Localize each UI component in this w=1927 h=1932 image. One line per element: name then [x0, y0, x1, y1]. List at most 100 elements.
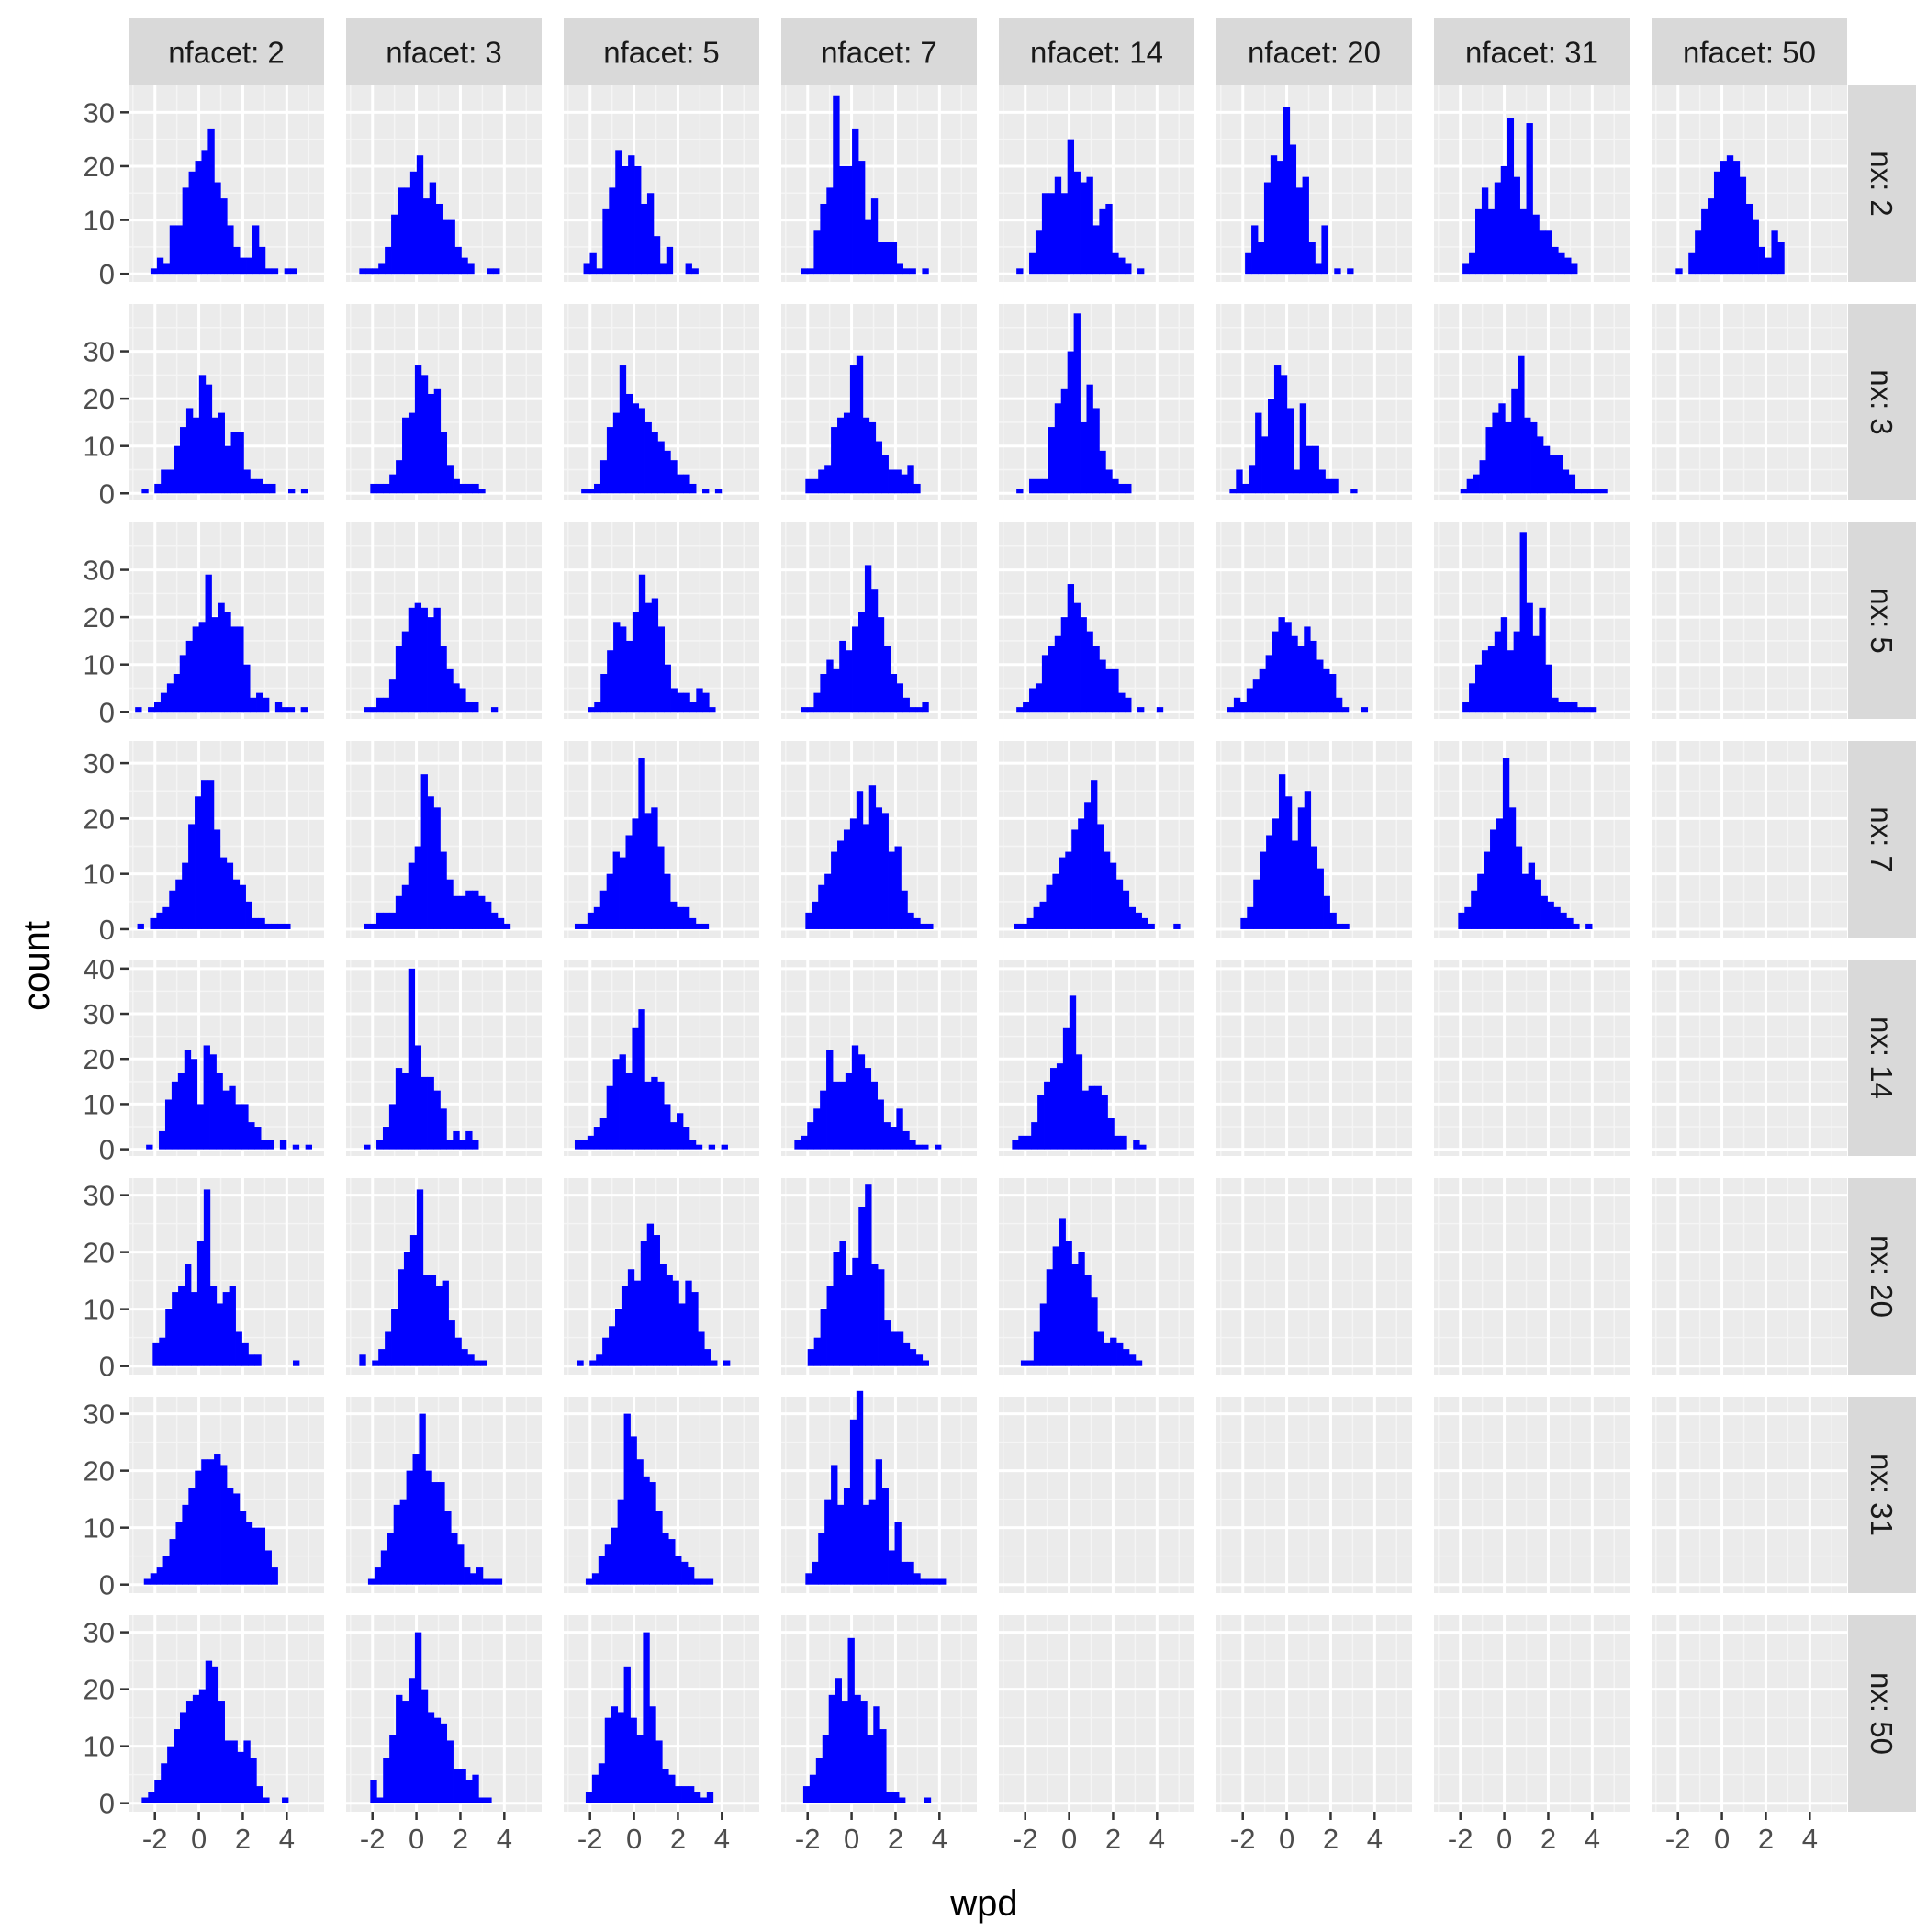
- histogram-bar: [670, 688, 678, 713]
- histogram-bar: [824, 1499, 832, 1585]
- histogram-bar: [1052, 873, 1059, 929]
- histogram-bar: [440, 646, 447, 713]
- histogram-bar: [1122, 890, 1130, 929]
- histogram-bar: [687, 1567, 695, 1585]
- histogram-bar: [888, 851, 895, 929]
- histogram-bar: [638, 758, 645, 929]
- histogram-bar: [1086, 384, 1093, 494]
- histogram-bar: [412, 1454, 420, 1585]
- histogram-bar: [801, 1135, 808, 1150]
- histogram-bar: [846, 1275, 853, 1366]
- histogram-bar: [248, 1122, 255, 1150]
- histogram-bar: [1479, 460, 1486, 494]
- histogram-bar: [862, 824, 870, 929]
- histogram-bar: [1073, 313, 1081, 494]
- histogram-bar: [232, 1493, 241, 1585]
- column-strip: [564, 18, 759, 85]
- histogram-bar: [382, 697, 390, 713]
- histogram-bar: [922, 1360, 929, 1366]
- histogram-bar: [207, 780, 215, 929]
- histogram-bar: [1148, 923, 1155, 929]
- histogram-bar: [683, 474, 690, 494]
- histogram-bar: [378, 263, 386, 275]
- histogram-bar: [416, 155, 424, 275]
- histogram-bar: [1278, 617, 1285, 713]
- histogram-bar: [154, 483, 162, 494]
- histogram-bar: [677, 906, 684, 929]
- histogram-bar: [1133, 1140, 1140, 1150]
- histogram-bar: [574, 1140, 582, 1150]
- histogram-bar: [444, 1511, 452, 1585]
- histogram-bar: [1029, 252, 1036, 275]
- histogram-bar: [585, 1578, 593, 1585]
- histogram-bar: [607, 650, 614, 713]
- histogram-bar: [877, 242, 885, 275]
- histogram-bar: [271, 923, 278, 929]
- histogram-bar: [596, 268, 603, 275]
- histogram-bar: [805, 1573, 812, 1585]
- histogram-bar: [877, 1099, 884, 1150]
- histogram-bar: [1745, 203, 1753, 275]
- panel-background: [1216, 1397, 1412, 1593]
- x-tick-label: 2: [453, 1823, 468, 1855]
- histogram-bar: [1139, 1144, 1147, 1150]
- histogram-bar: [169, 225, 177, 275]
- histogram-bar: [201, 1459, 208, 1585]
- column-strip-label: nfacet: 20: [1248, 36, 1381, 70]
- histogram-bar: [599, 460, 608, 494]
- histogram-bar: [655, 1740, 663, 1803]
- histogram-bar: [625, 393, 633, 494]
- histogram-bar: [396, 460, 403, 494]
- histogram-bar: [622, 165, 629, 275]
- histogram-bar: [453, 895, 460, 929]
- histogram-bar: [585, 1792, 593, 1803]
- x-tick-label: 2: [1758, 1823, 1774, 1855]
- histogram-bar: [1284, 796, 1293, 929]
- histogram-bar: [465, 483, 473, 494]
- histogram-bar: [801, 707, 808, 713]
- histogram-bar: [890, 1127, 897, 1150]
- histogram-bar: [1585, 923, 1593, 929]
- histogram-bar: [602, 208, 610, 275]
- x-tick-label: 4: [1802, 1823, 1818, 1855]
- histogram-bar: [1496, 818, 1504, 929]
- histogram-bar: [453, 1769, 460, 1803]
- histogram-bar: [670, 460, 678, 494]
- histogram-bar: [1048, 427, 1056, 494]
- histogram-bar: [224, 1740, 231, 1803]
- histogram-bar: [465, 890, 473, 929]
- histogram-bar: [685, 263, 692, 275]
- histogram-bar: [395, 895, 403, 929]
- histogram-bar: [367, 1578, 375, 1585]
- histogram-bar: [922, 268, 929, 275]
- histogram-bar: [1245, 252, 1252, 275]
- histogram-bar: [833, 1252, 840, 1366]
- histogram-bar: [1688, 252, 1696, 275]
- histogram-bar: [611, 1706, 619, 1803]
- histogram-bar: [248, 1354, 255, 1366]
- histogram-bar: [875, 1459, 883, 1585]
- histogram-bar: [1086, 176, 1093, 275]
- histogram-bar: [1564, 702, 1572, 713]
- row-strip-label: nx: 20: [1865, 1235, 1899, 1318]
- histogram-bar: [858, 612, 866, 713]
- histogram-bar: [264, 268, 273, 275]
- histogram-bar: [461, 257, 468, 275]
- histogram-bar: [812, 901, 819, 929]
- histogram-bar: [837, 1504, 845, 1585]
- histogram-bar: [1031, 1122, 1038, 1150]
- histogram-bar: [372, 1360, 379, 1366]
- histogram-bar: [644, 813, 652, 929]
- histogram-bar: [376, 1797, 384, 1803]
- y-tick-label: 40: [84, 953, 115, 985]
- histogram-bar: [433, 607, 441, 713]
- histogram-bar: [815, 1758, 823, 1803]
- histogram-bar: [839, 165, 846, 275]
- histogram-bar: [1229, 489, 1237, 494]
- histogram-bar: [143, 1578, 151, 1585]
- histogram-bar: [177, 1072, 185, 1150]
- histogram-bar: [1041, 655, 1049, 713]
- histogram-bar: [704, 1349, 711, 1366]
- column-strip: [346, 18, 542, 85]
